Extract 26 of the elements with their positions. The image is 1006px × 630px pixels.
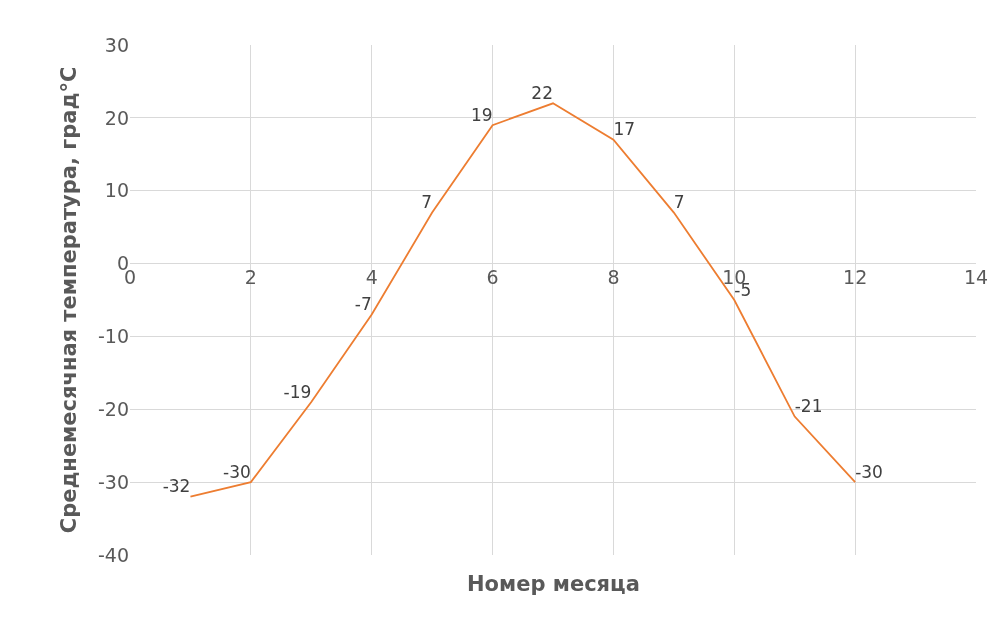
- data-label: 7: [673, 192, 685, 213]
- data-label: -21: [794, 396, 823, 417]
- data-label: -30: [223, 461, 251, 482]
- x-tick-label: 8: [607, 265, 620, 288]
- y-tick-label: 10: [104, 179, 129, 202]
- y-tick-label: -20: [97, 397, 129, 420]
- x-tick-label: 14: [963, 265, 989, 288]
- data-label: -30: [855, 461, 883, 482]
- x-tick-label: 6: [486, 265, 499, 288]
- y-axis-title: Среднемесячная температура, град°С: [57, 66, 82, 534]
- data-label: -32: [162, 476, 191, 497]
- y-tick-label: -10: [97, 325, 129, 348]
- y-tick-label: 20: [104, 106, 129, 129]
- data-label: 22: [531, 83, 553, 104]
- data-label: 17: [613, 119, 636, 140]
- x-tick-label: 12: [843, 265, 868, 288]
- data-label: -19: [283, 381, 312, 402]
- data-label: 7: [421, 192, 433, 213]
- x-axis-title: Номер месяца: [467, 572, 640, 596]
- y-tick-label: -30: [97, 470, 129, 493]
- data-label: -7: [354, 294, 372, 315]
- data-label: 19: [470, 104, 493, 125]
- y-tick-label: -40: [97, 543, 129, 566]
- x-tick-label: 4: [365, 265, 378, 288]
- y-tick-label: 30: [104, 33, 129, 56]
- x-tick-label: 2: [244, 265, 257, 288]
